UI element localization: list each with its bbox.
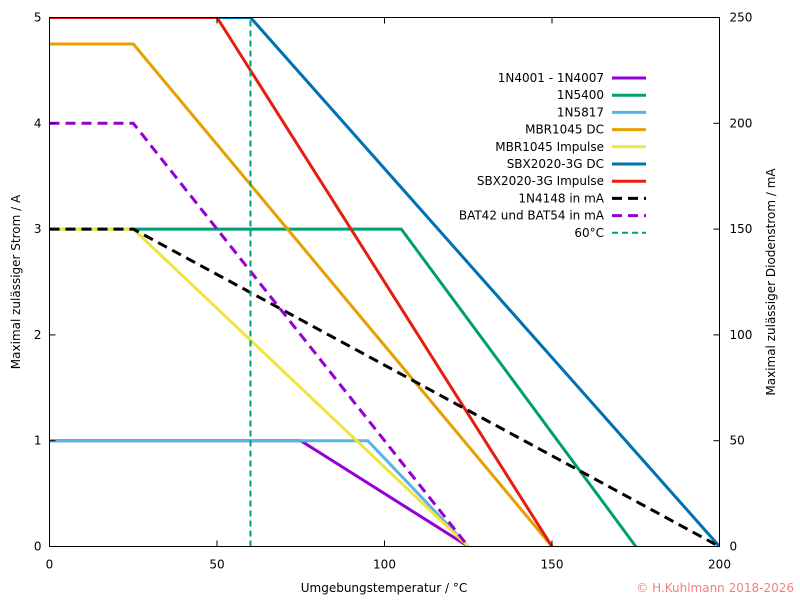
series-line-2 (49, 439, 470, 547)
x-tick-label: 0 (46, 558, 54, 572)
y-tick-label: 4 (34, 116, 42, 130)
y2-tick-label: 200 (730, 116, 753, 130)
legend-label: SBX2020-3G DC (507, 157, 604, 171)
y-tick-label: 2 (34, 328, 42, 342)
series-line-1 (49, 227, 638, 547)
legend-label: 1N4001 - 1N4007 (498, 71, 604, 85)
y2-tick-label: 250 (730, 11, 753, 25)
series-line-0 (49, 439, 470, 547)
legend: 1N4001 - 1N4007 1N5400 1N5817 MBR1045 DC MBR… (459, 71, 646, 240)
x-tick-label: 150 (541, 558, 564, 572)
legend-label: 60°C (574, 226, 604, 240)
legend-label: MBR1045 DC (525, 123, 604, 137)
legend-label: BAT42 und BAT54 in mA (459, 209, 605, 223)
x-tick-label: 200 (708, 558, 731, 572)
legend-label: SBX2020-3G Impulse (477, 174, 604, 188)
x-axis-label: Umgebungstemperatur / °C (301, 581, 468, 595)
y2-tick-label: 50 (730, 434, 745, 448)
series-line-3 (49, 42, 554, 547)
series-line-8 (49, 121, 470, 547)
x-tick-label: 100 (373, 558, 396, 572)
series-line-4 (49, 227, 470, 547)
x-tick-label: 50 (209, 558, 224, 572)
y-tick-label: 1 (34, 434, 42, 448)
series-layer (49, 17, 720, 547)
y2-tick-label: 0 (730, 540, 738, 554)
legend-label: 1N4148 in mA (518, 191, 604, 205)
series-line-6 (49, 17, 554, 547)
y2-axis-label: Maximal zulässiger Diodenstrom / mA (764, 168, 778, 396)
y2-tick-label: 100 (730, 328, 753, 342)
y2-tick-label: 150 (730, 222, 753, 236)
legend-label: 1N5817 (557, 105, 604, 119)
y-tick-label: 3 (34, 222, 42, 236)
y-tick-label: 0 (34, 540, 42, 554)
legend-label: MBR1045 Impulse (495, 140, 604, 154)
copyright-notice: © H.Kuhlmann 2018-2026 (636, 581, 794, 595)
y-tick-label: 5 (34, 11, 42, 25)
y-axis-label: Maximal zulässiger Strom / A (9, 194, 23, 369)
series-line-7 (49, 227, 720, 547)
legend-label: 1N5400 (557, 88, 604, 102)
